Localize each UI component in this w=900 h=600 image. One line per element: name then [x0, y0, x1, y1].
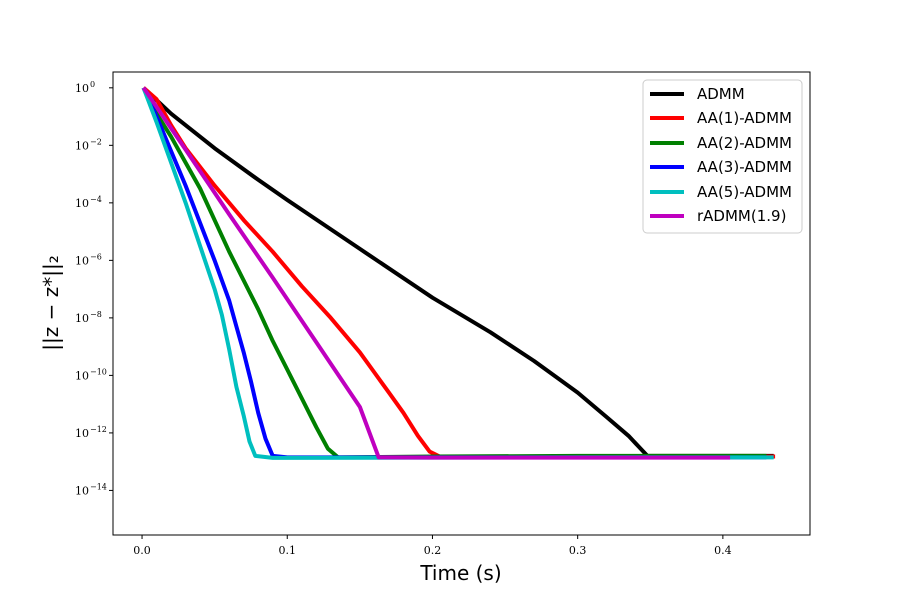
- legend: ADMM AA(1)-ADMM AA(2)-ADMM AA(3)-ADMM AA…: [642, 79, 803, 234]
- x-tick-label-4: 0.4: [714, 544, 732, 557]
- legend-label-aa2: AA(2)-ADMM: [697, 134, 792, 152]
- plot-frame: [112, 71, 811, 536]
- legend-label-admm: ADMM: [697, 85, 745, 103]
- x-tick-label-0: 0.0: [133, 544, 151, 557]
- y-tick-label-7: 10: [75, 484, 89, 497]
- y-tick-label-1: 10: [75, 139, 89, 152]
- y-tick-label-4: 10: [75, 312, 89, 325]
- y-tick-exponent-2: −4: [90, 195, 102, 204]
- series-line-0: [142, 86, 774, 458]
- series-line-4: [141, 87, 774, 460]
- legend-label-aa3: AA(3)-ADMM: [697, 158, 792, 176]
- y-tick-label-2: 10: [75, 197, 89, 210]
- x-tick-label-2: 0.2: [424, 544, 442, 557]
- y-tick-exponent-3: −6: [90, 252, 102, 261]
- y-tick-label-0: 10: [75, 82, 89, 95]
- y-tick-exponent-5: −10: [90, 367, 107, 376]
- legend-label-radmm: rADMM(1.9): [697, 207, 786, 225]
- y-tick-label-6: 10: [75, 427, 89, 440]
- y-tick-exponent-0: 0: [90, 80, 95, 89]
- legend-label-aa1: AA(1)-ADMM: [697, 109, 792, 127]
- x-axis-label: Time (s): [419, 561, 501, 585]
- x-axis: 0.0 0.1 0.2 0.3 0.4: [133, 535, 732, 557]
- y-tick-exponent-7: −14: [90, 482, 107, 491]
- y-axis-label: ||z − z*||₂: [39, 255, 63, 350]
- y-tick-exponent-4: −8: [90, 310, 102, 319]
- y-tick-label-5: 10: [75, 369, 89, 382]
- series-layer: [141, 86, 776, 460]
- legend-label-aa5: AA(5)-ADMM: [697, 183, 792, 201]
- x-tick-label-3: 0.3: [569, 544, 587, 557]
- y-tick-exponent-1: −2: [90, 137, 102, 146]
- x-tick-label-1: 0.1: [279, 544, 297, 557]
- y-tick-label-3: 10: [75, 254, 89, 267]
- y-tick-exponent-6: −12: [90, 425, 107, 434]
- series-line-5: [141, 86, 731, 460]
